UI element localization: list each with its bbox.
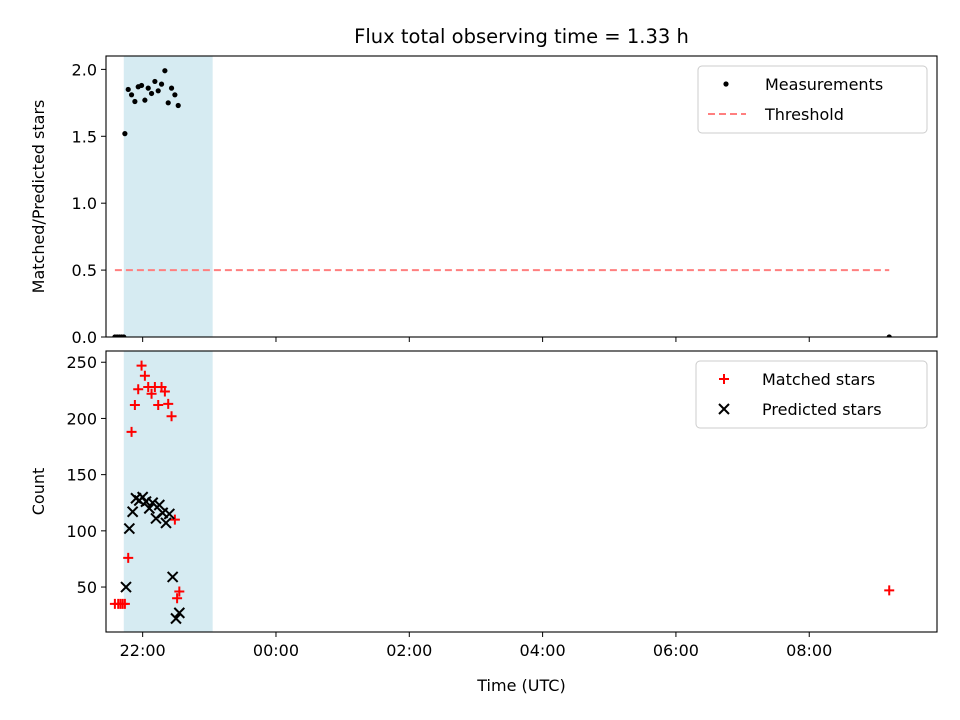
- matched-star-point: [172, 593, 183, 604]
- y-tick-label: 2.0: [72, 60, 97, 79]
- legend-label: Predicted stars: [762, 400, 882, 419]
- predicted-star-point: [163, 508, 176, 520]
- legend: Measurements Threshold: [697, 65, 928, 134]
- matched-star-point: [166, 411, 177, 422]
- x-tick-label: 08:00: [786, 641, 832, 660]
- y-tick-label: 150: [66, 466, 97, 485]
- y-axis-label: Matched/Predicted stars: [29, 100, 48, 294]
- x-tick-label: 02:00: [386, 641, 432, 660]
- y-tick-label: 250: [66, 353, 97, 372]
- legend-label: Matched stars: [762, 370, 875, 389]
- matched-star-point: [129, 399, 140, 410]
- matched-star-point: [119, 598, 130, 609]
- legend-marker: [718, 403, 730, 415]
- measurement-point: [122, 131, 128, 137]
- y-tick-label: 50: [77, 578, 97, 597]
- matched-star-point: [133, 384, 144, 395]
- predicted-star-point: [143, 502, 156, 515]
- measurement-point: [142, 97, 148, 103]
- panel-2: 50 100 150 200 250 22:00 00:00 02:00 04:00 06:00 0…: [29, 350, 938, 695]
- observing-window-band: [123, 56, 213, 337]
- chart-title: Flux total observing time = 1.33 h: [354, 25, 689, 48]
- legend-marker: [719, 374, 729, 384]
- predicted-star-point: [123, 522, 136, 535]
- matched-star-point: [159, 386, 170, 397]
- legend-box: [695, 360, 928, 429]
- matched-star-point: [139, 370, 150, 381]
- measurement-point: [168, 85, 175, 91]
- predicted-star-point: [153, 499, 166, 511]
- panel-1: 0.0 0.5 1.0 1.5 2.0 Flux total observing time…: [29, 25, 938, 347]
- x-tick-label: 00:00: [253, 641, 299, 660]
- y-tick-label: 0.0: [72, 328, 97, 347]
- measurement-point: [128, 92, 135, 98]
- legend-label: Measurements: [765, 75, 883, 94]
- x-tick-label: 22:00: [120, 641, 166, 660]
- matched-star-point: [123, 552, 134, 563]
- y-tick-label: 0.5: [72, 261, 97, 280]
- y-tick-label: 1.5: [72, 127, 97, 146]
- measurement-point: [125, 86, 131, 93]
- legend-marker: [723, 81, 729, 87]
- plot-area-2: [109, 351, 895, 632]
- measurement-point: [162, 68, 168, 74]
- measurement-point: [886, 334, 892, 337]
- measurement-point: [132, 98, 138, 105]
- measurement-point: [152, 78, 158, 85]
- legend-label: Threshold: [764, 105, 844, 124]
- predicted-star-point: [170, 612, 182, 625]
- legend: Matched stars Predicted stars: [695, 360, 928, 429]
- x-tick-label: 04:00: [520, 641, 566, 660]
- predicted-star-point: [166, 571, 179, 583]
- y-tick-label: 200: [66, 409, 97, 428]
- predicted-star-point: [120, 581, 132, 593]
- matched-star-point: [153, 399, 164, 410]
- y-tick-label: 1.0: [72, 194, 97, 213]
- matched-star-point: [146, 388, 157, 399]
- matched-star-point: [174, 586, 185, 597]
- measurement-point: [121, 334, 127, 337]
- predicted-star-point: [126, 506, 139, 518]
- measurement-point: [175, 102, 181, 109]
- predicted-star-point: [146, 497, 159, 509]
- plot-area-1: [112, 56, 892, 337]
- axes-frame: [105, 350, 938, 633]
- predicted-star-point: [173, 607, 186, 619]
- matched-star-point: [136, 360, 147, 371]
- measurement-point: [145, 85, 151, 91]
- x-axis-label: Time (UTC): [476, 676, 565, 695]
- matched-star-point: [163, 398, 174, 409]
- y-axis-label: Count: [29, 468, 48, 516]
- matched-star-point: [884, 585, 895, 596]
- measurement-point: [155, 88, 161, 94]
- legend-box: [697, 65, 928, 134]
- matched-star-point: [169, 514, 180, 525]
- axes-frame: [105, 55, 938, 338]
- measurement-point: [165, 100, 171, 106]
- x-tick-label: 06:00: [653, 641, 699, 660]
- matched-star-point: [126, 426, 137, 437]
- measurement-point: [158, 81, 165, 87]
- observing-window-band: [123, 351, 213, 632]
- y-tick-label: 100: [66, 522, 97, 541]
- measurement-point: [148, 90, 155, 97]
- predicted-star-point: [160, 517, 172, 529]
- measurement-point: [138, 82, 145, 89]
- measurement-point: [172, 92, 178, 98]
